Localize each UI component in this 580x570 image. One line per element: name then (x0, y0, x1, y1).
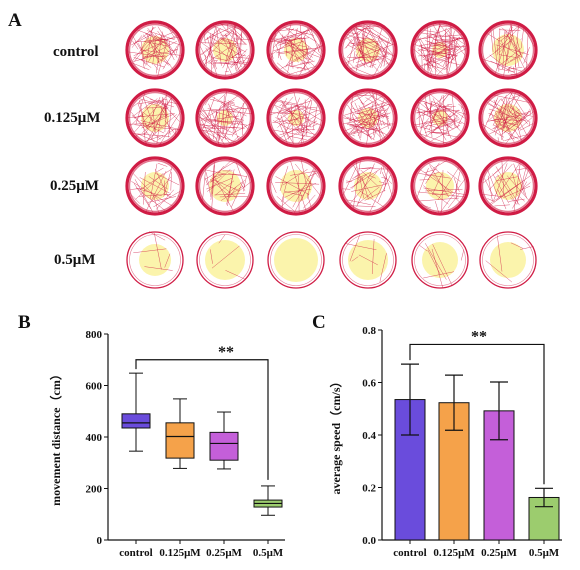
y-tick-label: 0 (97, 535, 103, 547)
x-tick-label: 0.5μM (253, 547, 284, 559)
significance-label: ** (218, 344, 234, 361)
trajectory-dish (195, 156, 255, 216)
x-tick-label: 0.5μM (529, 547, 560, 559)
trajectory-dish (126, 231, 184, 289)
trajectory-dish (196, 231, 254, 289)
panel-b-letter: B (18, 312, 31, 333)
row-label-0125: 0.125μM (44, 110, 100, 126)
trajectory-dish (478, 88, 538, 148)
panel-c-ylabel: average speed（cm/s） (328, 376, 343, 495)
trajectory-dish (479, 231, 537, 289)
y-tick-label: 600 (86, 381, 103, 393)
trajectory-dish (125, 88, 185, 148)
trajectory-dish (125, 20, 185, 80)
x-tick-label: control (119, 547, 152, 559)
trajectory-dish (410, 88, 470, 148)
trajectory-dish (410, 20, 470, 80)
trajectory-dish (478, 20, 538, 80)
trajectory-dish (267, 231, 325, 289)
trajectory-dish (266, 156, 326, 216)
trajectory-dish (266, 20, 326, 80)
trajectory-dish (338, 88, 398, 148)
trajectory-dish (410, 156, 470, 216)
y-tick-label: 0.2 (362, 483, 376, 495)
x-tick-label: 0.125μM (159, 547, 201, 559)
panel-a-letter: A (8, 10, 22, 31)
y-tick-label: 0.0 (362, 535, 376, 547)
trajectory-dish (411, 231, 469, 289)
trajectory-dish (338, 156, 398, 216)
significance-label: ** (471, 328, 487, 345)
trajectory-dish (338, 20, 398, 80)
row-label-control: control (53, 44, 99, 60)
y-tick-label: 400 (86, 432, 103, 444)
row-label-025: 0.25μM (50, 178, 99, 194)
significance-bracket (135, 359, 269, 480)
y-tick-label: 200 (86, 484, 103, 496)
trajectory-grid (125, 20, 538, 289)
y-tick-label: 0.4 (362, 430, 376, 442)
panel-c-letter: C (312, 312, 326, 333)
significance-bracket (409, 343, 545, 485)
x-tick-label: 0.25μM (206, 547, 242, 559)
trajectory-dish (478, 156, 538, 216)
x-tick-label: 0.125μM (433, 547, 475, 559)
trajectory-dish (339, 231, 397, 289)
y-tick-label: 0.8 (362, 325, 376, 337)
x-tick-label: 0.25μM (481, 547, 517, 559)
box (165, 422, 195, 459)
box (209, 431, 239, 461)
trajectory-dish (125, 156, 185, 216)
box (121, 413, 151, 429)
trajectory-dish (195, 20, 255, 80)
panel-c-barchart: average speed（cm/s） 0.0 0.2 0.4 0.6 0.8 contr… (328, 325, 562, 559)
row-label-05: 0.5μM (54, 252, 95, 268)
y-tick-label: 800 (86, 329, 103, 341)
y-tick-label: 0.6 (362, 378, 376, 390)
panel-b-ylabel: movement distance（cm） (48, 368, 63, 506)
panel-b-boxplot: movement distance（cm） 0 200 400 600 800 contr… (48, 329, 285, 559)
trajectory-dish (195, 88, 255, 148)
x-tick-label: control (393, 547, 426, 559)
trajectory-dish (266, 88, 326, 148)
